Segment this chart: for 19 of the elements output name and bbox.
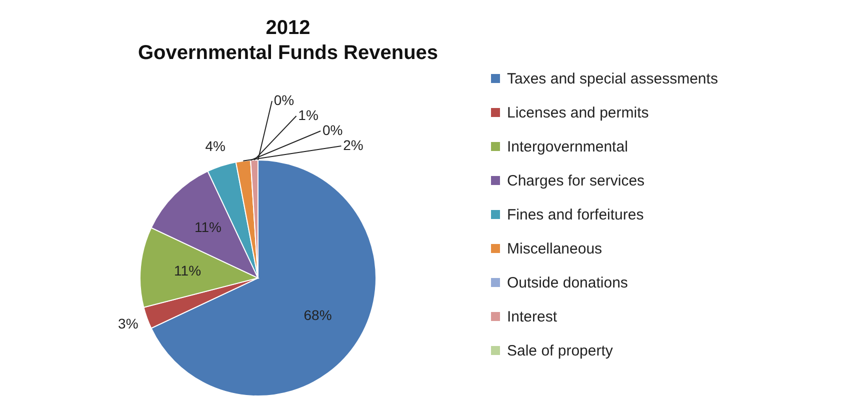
text: 0% — [274, 92, 294, 108]
data-label: 11% — [194, 218, 222, 235]
legend-label: Fines and forfeitures — [507, 206, 644, 224]
data-label: 68% — [304, 306, 332, 323]
legend-label: Intergovernmental — [507, 138, 628, 156]
data-label: 2% — [343, 137, 364, 153]
legend-label: Taxes and special assessments — [507, 70, 718, 88]
legend-label: Sale of property — [507, 342, 614, 360]
chart-title: 2012 Governmental Funds Revenues — [138, 17, 438, 64]
legend-label: Licenses and permits — [507, 104, 649, 122]
data-label: 1% — [298, 107, 318, 123]
data-label: 4% — [205, 138, 226, 154]
data-label: 11% — [174, 262, 202, 278]
text: 0% — [322, 122, 343, 138]
legend-label: Outside donations — [507, 274, 628, 292]
data-label: 3% — [118, 316, 138, 332]
legend-label: Interest — [507, 308, 558, 326]
legend-label: Charges for services — [507, 172, 645, 190]
legend-label: Miscellaneous — [507, 240, 602, 258]
